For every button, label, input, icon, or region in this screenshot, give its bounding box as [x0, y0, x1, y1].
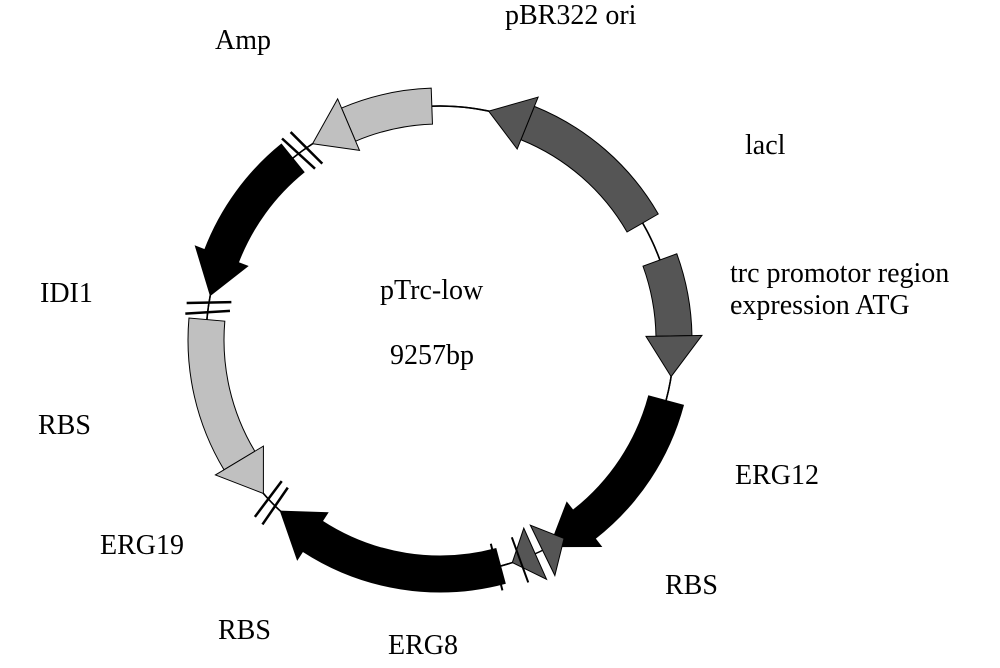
label-RBS-3: RBS: [38, 410, 91, 442]
label-pBR322ori: pBR322 ori: [505, 0, 636, 32]
label-ERG8: ERG8: [388, 630, 458, 662]
label-ERG12: ERG12: [735, 460, 819, 492]
label-RBS-2: RBS: [218, 615, 271, 647]
label-RBS-1: RBS: [665, 570, 718, 602]
label-ERG19: ERG19: [100, 530, 184, 562]
plasmid-map: [0, 0, 1000, 668]
plasmid-name: pTrc-low: [380, 275, 483, 307]
label-Amp: Amp: [215, 25, 271, 57]
label-lacl: lacl: [745, 130, 785, 162]
plasmid-size: 9257bp: [390, 340, 474, 372]
label-trc-promoter: trc promotor regionexpression ATG: [730, 258, 949, 322]
label-IDI1: IDI1: [40, 278, 93, 310]
